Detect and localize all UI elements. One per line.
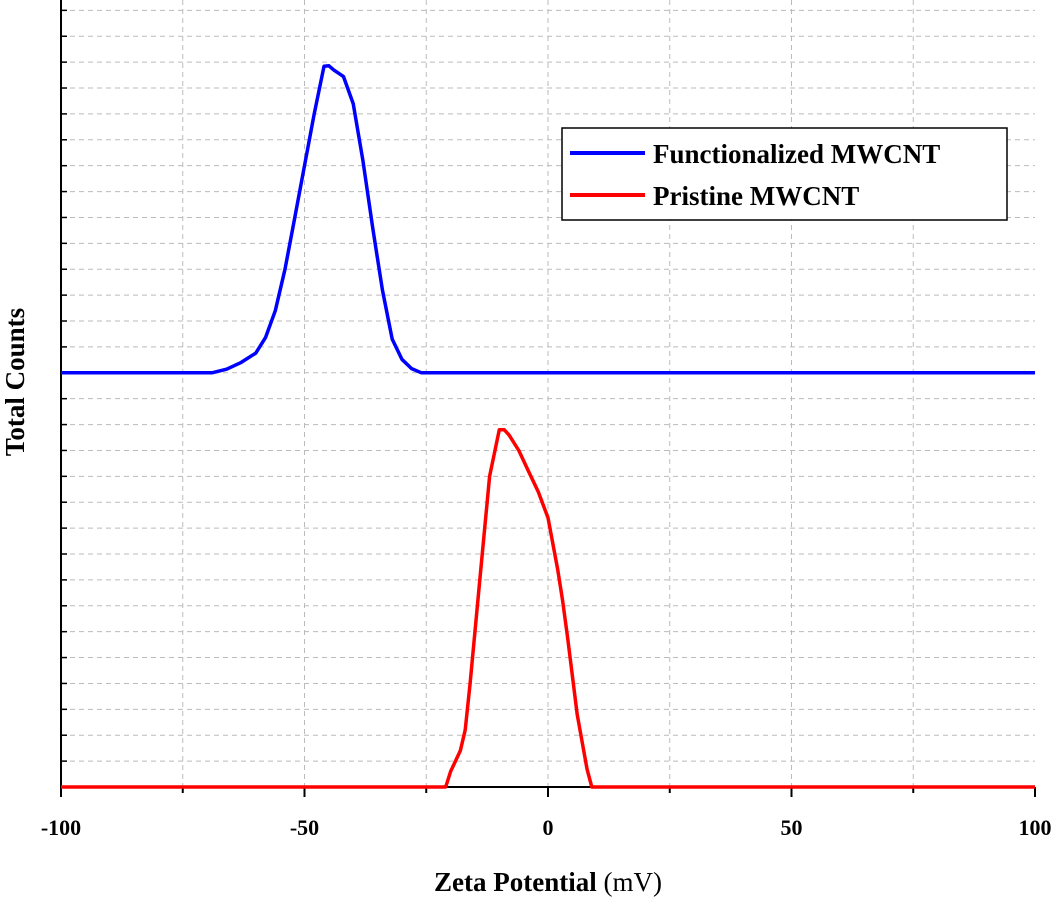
x-tick-label: 100 xyxy=(1019,815,1052,840)
y-axis-title: Total Counts xyxy=(0,308,30,456)
series-line-pristine-mwcnt xyxy=(61,427,1035,789)
legend: Functionalized MWCNT Pristine MWCNT xyxy=(561,127,1008,221)
x-tick-label: -100 xyxy=(41,815,81,840)
x-tick-label: 50 xyxy=(781,815,803,840)
legend-label-functionalized: Functionalized MWCNT xyxy=(653,139,940,169)
axis-layer: -100 -50 0 50 100 xyxy=(41,0,1052,840)
grid-layer xyxy=(61,0,1035,787)
x-tick-label: -50 xyxy=(290,815,319,840)
x-axis-title-main: Zeta Potential xyxy=(434,867,597,897)
x-tick-label: 0 xyxy=(543,815,554,840)
legend-label-pristine: Pristine MWCNT xyxy=(653,181,859,211)
series-line-functionalized-mwcnt xyxy=(61,64,1035,375)
x-axis-title: Zeta Potential (mV) xyxy=(434,867,662,897)
series-layer xyxy=(61,64,1035,789)
legend-box xyxy=(561,127,1008,221)
x-axis-title-unit: (mV) xyxy=(597,867,662,897)
